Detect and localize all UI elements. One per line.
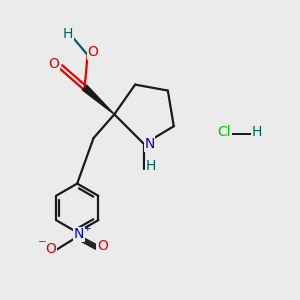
Text: O: O xyxy=(97,239,108,253)
Text: O: O xyxy=(48,57,59,71)
Polygon shape xyxy=(82,85,114,114)
Text: H: H xyxy=(146,159,156,173)
Text: −: − xyxy=(38,237,46,247)
Text: N: N xyxy=(74,227,84,242)
Text: H: H xyxy=(252,125,262,139)
Text: +: + xyxy=(83,224,90,233)
Text: O: O xyxy=(88,45,98,59)
Text: H: H xyxy=(63,27,74,41)
Text: N: N xyxy=(144,137,154,151)
Text: O: O xyxy=(45,242,56,256)
Text: Cl: Cl xyxy=(218,125,231,139)
